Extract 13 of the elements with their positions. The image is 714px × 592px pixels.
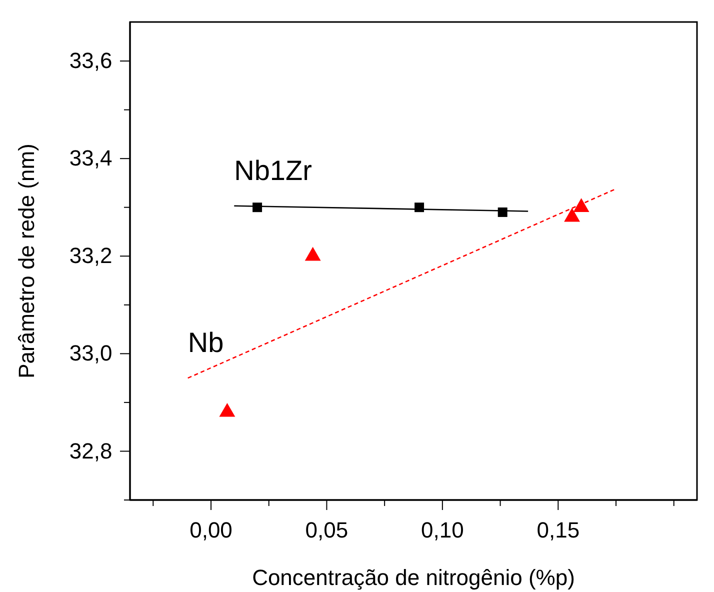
y-axis-title: Parâmetro de rede (nm) xyxy=(14,144,39,378)
series-label: Nb xyxy=(188,327,224,358)
x-tick-label: 0,05 xyxy=(305,518,348,543)
x-tick-label: 0,15 xyxy=(536,518,580,543)
x-tick-label: 0,00 xyxy=(190,518,232,543)
y-tick-label: 33,0 xyxy=(69,340,112,366)
x-tick-label: 0,10 xyxy=(421,518,464,543)
y-tick-label: 33,4 xyxy=(69,146,112,171)
y-tick-label: 33,2 xyxy=(69,243,112,268)
y-tick-label: 32,8 xyxy=(69,438,112,464)
series-label: Nb1Zr xyxy=(234,154,312,186)
x-axis-title: Concentração de nitrogênio (%p) xyxy=(252,565,575,590)
y-tick-label: 33,6 xyxy=(69,48,112,74)
